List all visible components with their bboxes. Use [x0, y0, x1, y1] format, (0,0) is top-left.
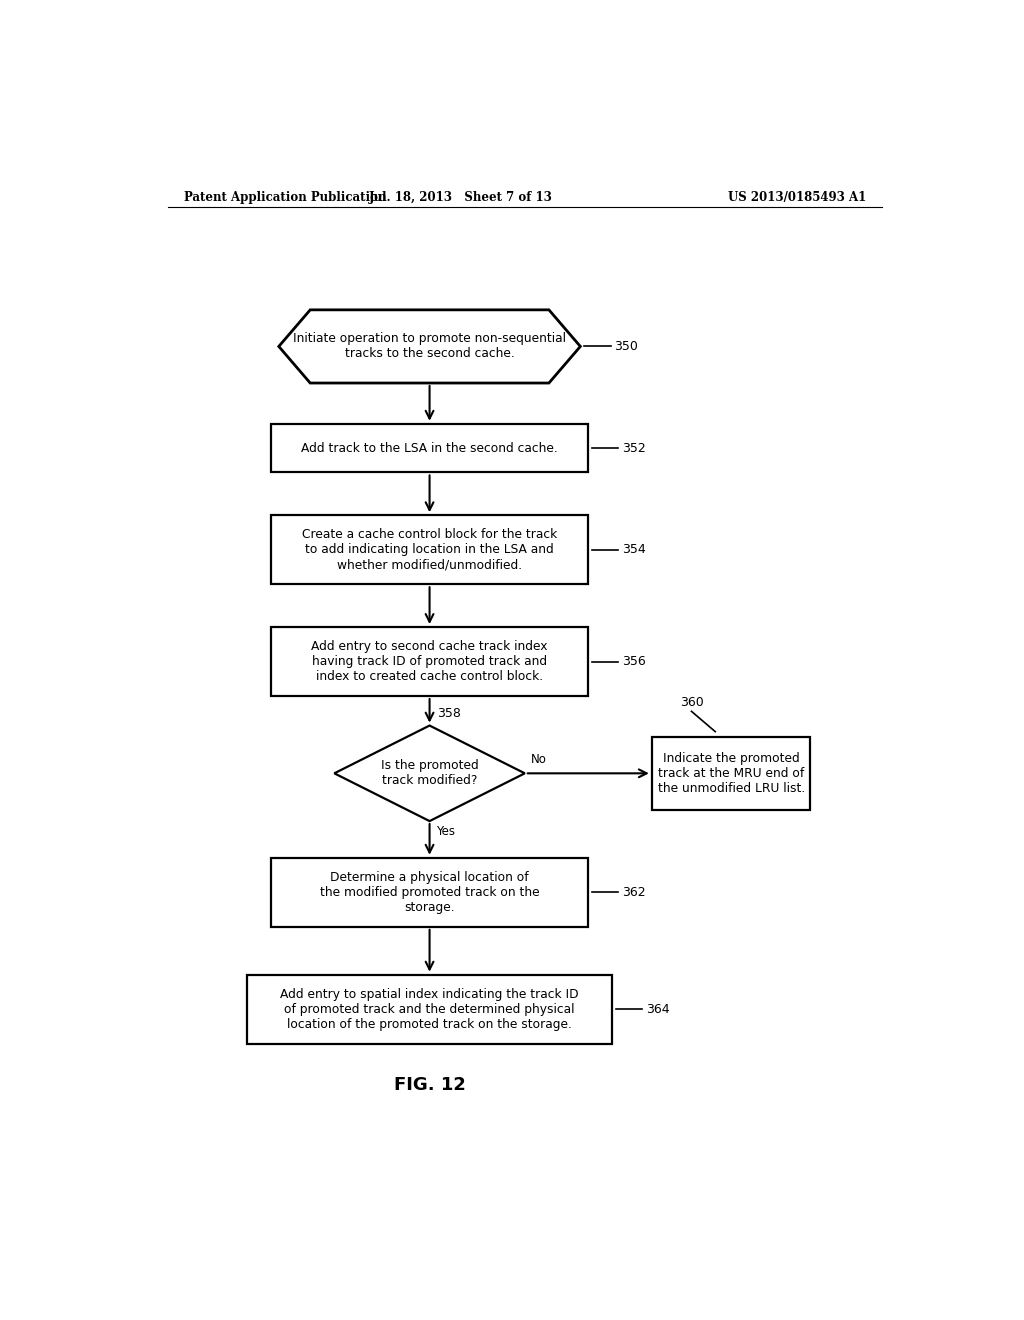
Text: 352: 352: [623, 442, 646, 454]
Bar: [270, 515, 588, 585]
Polygon shape: [334, 726, 524, 821]
Text: 362: 362: [623, 886, 646, 899]
Polygon shape: [279, 310, 581, 383]
Bar: [270, 858, 588, 927]
Text: FIG. 12: FIG. 12: [393, 1076, 466, 1094]
Text: 356: 356: [623, 655, 646, 668]
Text: 358: 358: [437, 708, 462, 721]
Text: No: No: [531, 754, 547, 766]
Text: Add track to the LSA in the second cache.: Add track to the LSA in the second cache…: [301, 442, 558, 454]
Text: Patent Application Publication: Patent Application Publication: [183, 190, 386, 203]
Bar: [270, 424, 588, 473]
Text: Indicate the promoted
track at the MRU end of
the unmodified LRU list.: Indicate the promoted track at the MRU e…: [657, 752, 805, 795]
Text: Is the promoted
track modified?: Is the promoted track modified?: [381, 759, 478, 787]
Text: 364: 364: [646, 1003, 670, 1015]
Text: Determine a physical location of
the modified promoted track on the
storage.: Determine a physical location of the mod…: [319, 871, 540, 913]
Text: Initiate operation to promote non-sequential
tracks to the second cache.: Initiate operation to promote non-sequen…: [293, 333, 566, 360]
Text: US 2013/0185493 A1: US 2013/0185493 A1: [728, 190, 866, 203]
Text: 354: 354: [623, 544, 646, 556]
Text: Add entry to second cache track index
having track ID of promoted track and
inde: Add entry to second cache track index ha…: [311, 640, 548, 682]
Text: Jul. 18, 2013   Sheet 7 of 13: Jul. 18, 2013 Sheet 7 of 13: [370, 190, 553, 203]
Text: Yes: Yes: [436, 825, 455, 838]
Bar: [247, 974, 612, 1044]
Bar: [270, 627, 588, 696]
Text: Create a cache control block for the track
to add indicating location in the LSA: Create a cache control block for the tra…: [302, 528, 557, 572]
Text: 350: 350: [614, 341, 638, 352]
Bar: [652, 737, 811, 810]
Text: Add entry to spatial index indicating the track ID
of promoted track and the det: Add entry to spatial index indicating th…: [281, 987, 579, 1031]
Text: 360: 360: [680, 696, 703, 709]
